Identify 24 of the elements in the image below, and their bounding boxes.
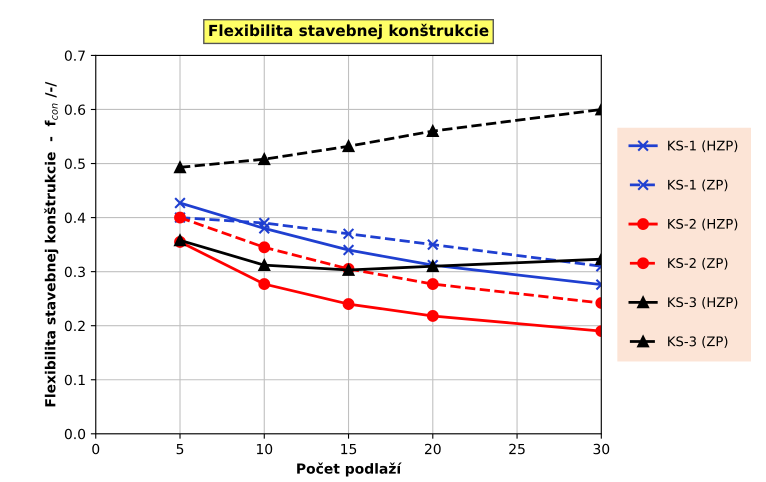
x-tick-label: 20 xyxy=(424,444,441,454)
x-tick-label: 30 xyxy=(594,444,610,454)
legend-label: KS-3 (ZP) xyxy=(668,336,728,348)
legend-label: KS-3 (HZP) xyxy=(668,296,738,309)
y-tick-label: 0.5 xyxy=(64,158,85,170)
y-axis-title: Flexibilita stavebnej konštrukcie - f$_{con}$ /-/ xyxy=(44,82,58,406)
y-tick-label: 0.0 xyxy=(64,428,86,440)
chart-title: Flexibilita stavebnej konštrukcie xyxy=(209,24,488,40)
legend-label: KS-1 (HZP) xyxy=(668,140,738,152)
y-tick-label: 0.3 xyxy=(64,266,85,278)
x-tick-label: 10 xyxy=(256,444,272,454)
x-tick-label: 15 xyxy=(341,444,356,454)
legend-label: KS-2 (ZP) xyxy=(668,258,728,270)
y-tick-label: 0.1 xyxy=(64,374,85,386)
x-tick-label: 0 xyxy=(92,444,100,454)
y-tick-label: 0.4 xyxy=(64,212,86,224)
x-axis-title: Počet podlaží xyxy=(297,462,402,477)
legend-label: KS-1 (ZP) xyxy=(668,180,728,192)
y-tick-label: 0.2 xyxy=(64,320,85,332)
legend-label: KS-2 (HZP) xyxy=(668,218,738,230)
y-tick-label: 0.7 xyxy=(64,50,85,61)
x-tick-label: 5 xyxy=(176,444,184,454)
x-tick-label: 25 xyxy=(509,444,525,454)
y-tick-label: 0.6 xyxy=(64,104,86,115)
